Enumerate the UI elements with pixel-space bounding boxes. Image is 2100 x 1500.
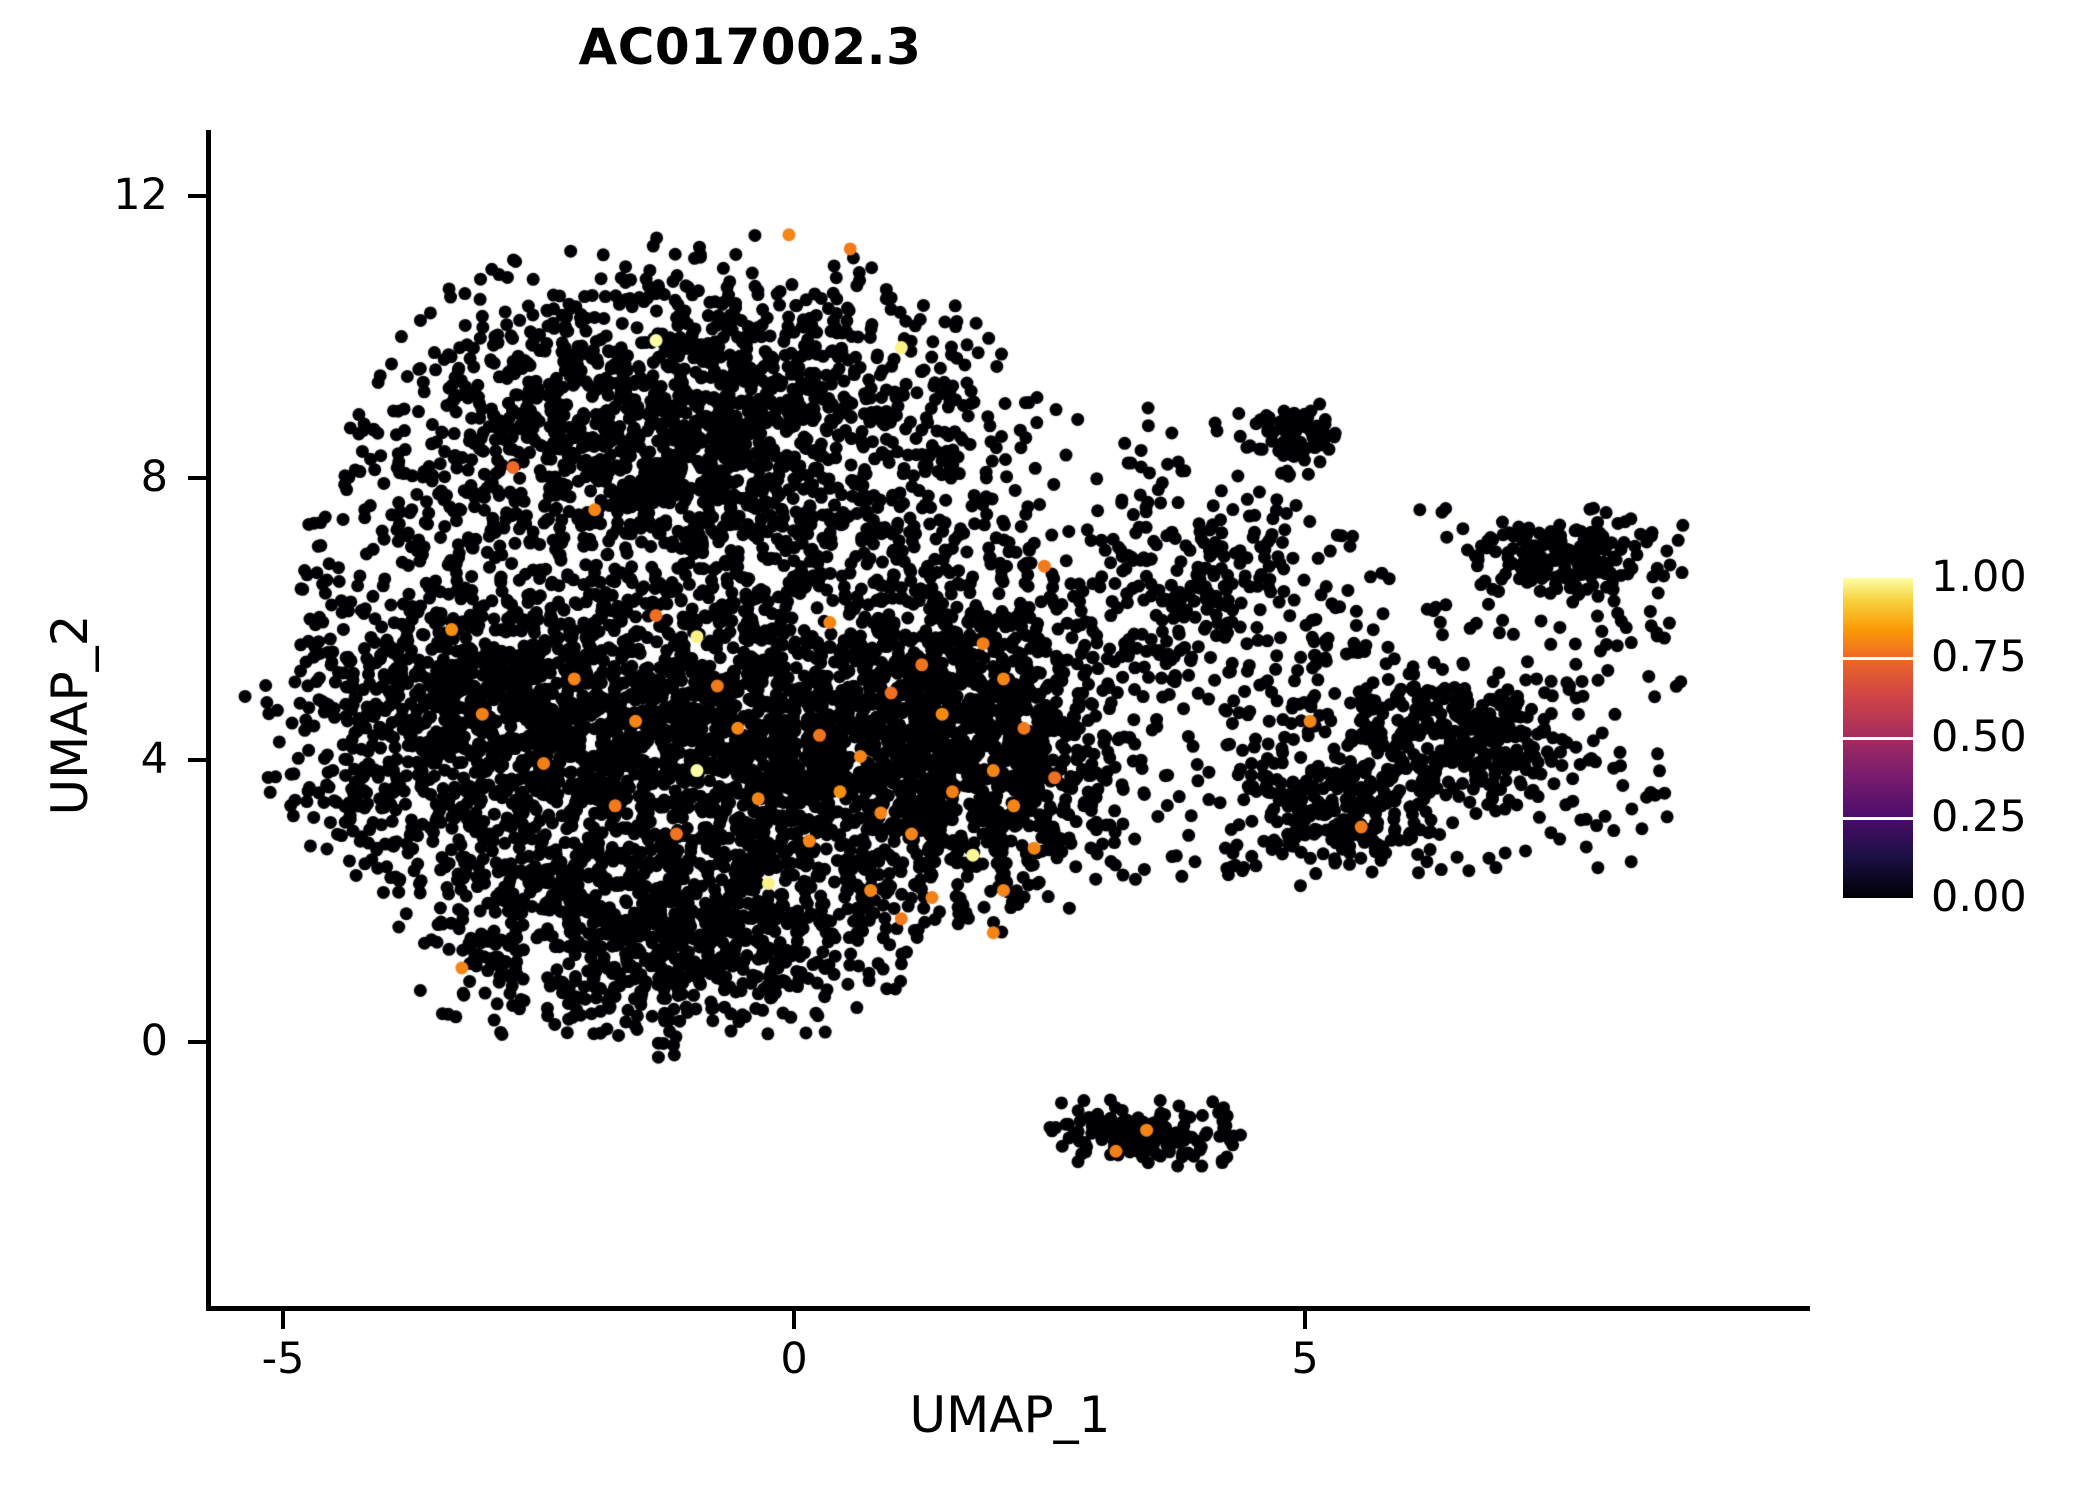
plot-area [210,130,1810,1310]
colorbar-tick-label: 0.00 [1931,872,2027,922]
colorbar-tick-label: 0.75 [1931,632,2027,682]
colorbar-tick-mark [1843,817,1913,820]
x-tick-mark [792,1311,796,1329]
x-axis-label: UMAP_1 [909,1386,1111,1444]
y-tick-mark [188,194,206,198]
y-axis-spine [206,130,211,1310]
y-tick-mark [188,476,206,480]
x-tick-mark [1303,1311,1307,1329]
colorbar-tick-mark [1843,737,1913,740]
colorbar-tick-mark [1843,657,1913,660]
y-tick-label: 8 [140,452,168,502]
x-tick-label: -5 [261,1334,305,1384]
y-tick-mark [188,1040,206,1044]
y-axis-label: UMAP_2 [41,614,99,816]
colorbar-tick-label: 0.25 [1931,792,2027,842]
x-tick-label: 0 [780,1334,808,1384]
x-tick-mark [281,1311,285,1329]
y-tick-label: 4 [140,734,168,784]
colorbar: 1.00 0.75 0.50 0.25 0.00 [1843,556,2083,919]
y-tick-label: 0 [140,1016,168,1066]
scatter-canvas [210,130,1810,1310]
y-tick-mark [188,758,206,762]
colorbar-tick-label: 0.50 [1931,712,2027,762]
x-tick-label: 5 [1291,1334,1319,1384]
colorbar-tick-label: 1.00 [1931,552,2027,602]
page-title: AC017002.3 [578,18,922,76]
y-tick-label: 12 [113,170,168,220]
